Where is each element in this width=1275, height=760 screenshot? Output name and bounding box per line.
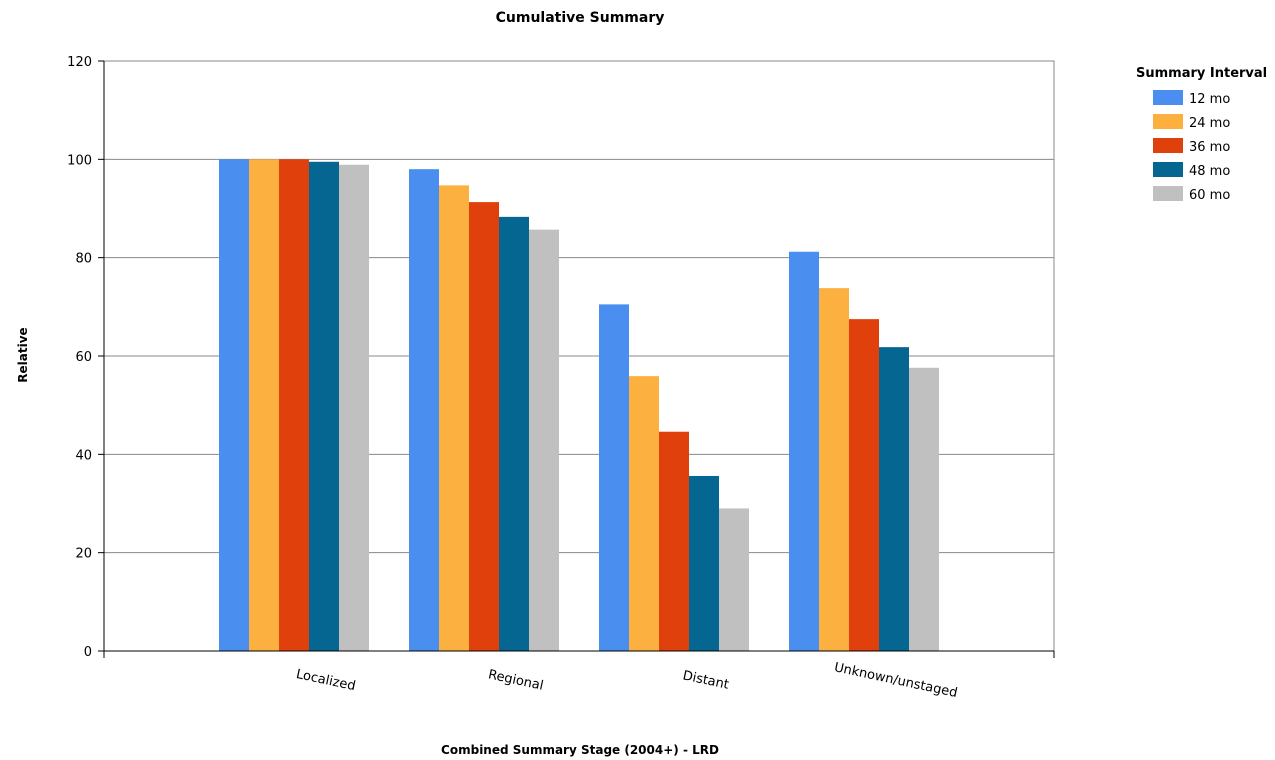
chart-title: Cumulative Summary: [496, 10, 665, 26]
bar-unknown-unstaged-60-mo: [909, 367, 939, 651]
x-tick-label: Localized: [295, 667, 357, 694]
bar-distant-36-mo: [659, 431, 689, 651]
legend-items: 12 mo 24 mo 36 mo 48 mo 60 mo: [1153, 90, 1230, 203]
bar-unknown-unstaged-48-mo: [879, 347, 909, 651]
x-axis-title: Combined Summary Stage (2004+) - LRD: [441, 743, 719, 757]
y-tick-label: 20: [75, 547, 92, 562]
bar-unknown-unstaged-24-mo: [819, 288, 849, 651]
bar-unknown-unstaged-36-mo: [849, 319, 879, 651]
legend-title: Summary Interval: [1136, 66, 1267, 81]
y-tick-label: 100: [67, 153, 92, 168]
bar-distant-12-mo: [599, 304, 629, 651]
legend-swatch: [1153, 162, 1183, 177]
x-tick-labels: Localized Regional Distant Unknown/unstaged: [295, 660, 959, 701]
x-tick-label: Unknown/unstaged: [833, 660, 959, 701]
legend-label: 24 mo: [1189, 116, 1230, 131]
y-tick-labels: 0 20 40 60 80 100 120: [67, 55, 92, 660]
legend-swatch: [1153, 114, 1183, 129]
y-tick-label: 60: [75, 350, 92, 365]
bar-distant-48-mo: [689, 475, 719, 651]
legend-swatch: [1153, 138, 1183, 153]
bar-regional-12-mo: [409, 169, 439, 651]
legend-swatch: [1153, 186, 1183, 201]
bar-distant-60-mo: [719, 508, 749, 651]
x-tick-label: Distant: [681, 668, 730, 692]
y-tick-label: 80: [75, 252, 92, 267]
bar-localized-60-mo: [339, 164, 369, 651]
legend-label: 36 mo: [1189, 140, 1230, 155]
bar-localized-12-mo: [219, 159, 249, 652]
bar-regional-36-mo: [469, 202, 499, 651]
bar-localized-36-mo: [279, 159, 309, 652]
legend-label: 60 mo: [1189, 188, 1230, 203]
y-tick-label: 40: [75, 448, 92, 463]
bar-unknown-unstaged-12-mo: [789, 251, 819, 651]
y-tick-label: 120: [67, 55, 92, 70]
bar-localized-48-mo: [309, 161, 339, 651]
legend-label: 12 mo: [1189, 92, 1230, 107]
bar-regional-48-mo: [499, 216, 529, 651]
legend-label: 48 mo: [1189, 164, 1230, 179]
bars: [219, 159, 939, 652]
legend: Summary Interval 12 mo 24 mo 36 mo 48 mo 60 …: [1136, 66, 1267, 203]
y-axis-title: Relative: [16, 327, 30, 382]
bar-regional-60-mo: [529, 229, 559, 651]
bar-distant-24-mo: [629, 376, 659, 651]
bar-regional-24-mo: [439, 185, 469, 651]
x-tick-label: Regional: [487, 667, 545, 693]
bar-localized-24-mo: [249, 159, 279, 652]
y-tick-label: 0: [84, 645, 92, 660]
legend-swatch: [1153, 90, 1183, 105]
axes: [98, 60, 1055, 658]
